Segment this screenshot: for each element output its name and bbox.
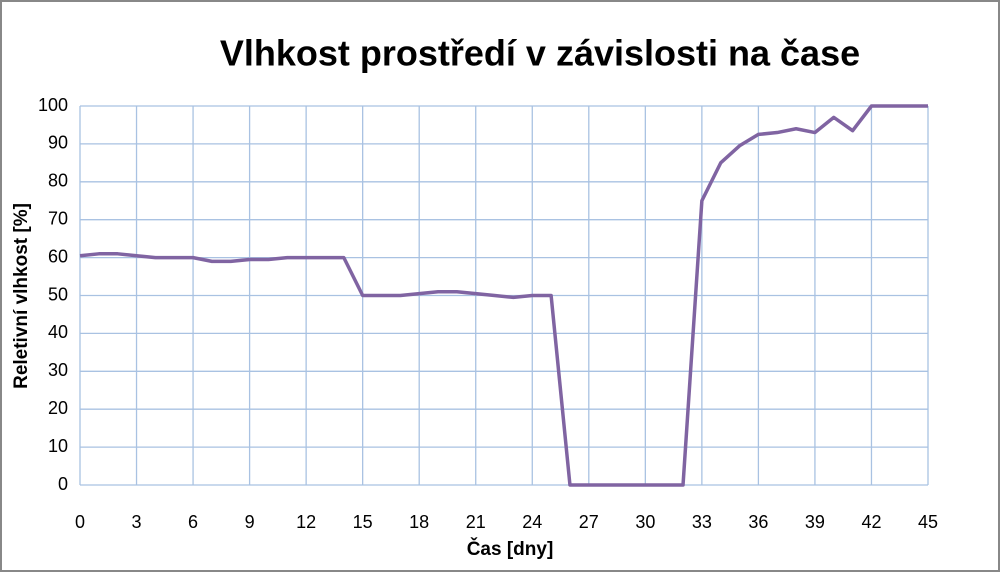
- y-tick-label: 70: [48, 208, 68, 228]
- x-tick-label: 42: [861, 512, 881, 532]
- x-tick-label: 0: [75, 512, 85, 532]
- y-tick-label: 60: [48, 246, 68, 266]
- y-tick-label: 90: [48, 133, 68, 153]
- y-tick-label: 20: [48, 398, 68, 418]
- y-tick-label: 40: [48, 322, 68, 342]
- x-tick-label: 15: [353, 512, 373, 532]
- y-tick-label: 10: [48, 436, 68, 456]
- y-tick-label: 100: [38, 95, 68, 115]
- x-tick-label: 3: [132, 512, 142, 532]
- x-tick-label: 27: [579, 512, 599, 532]
- y-axis-label: Reletivní vlhkost [%]: [11, 203, 32, 389]
- x-tick-label: 18: [409, 512, 429, 532]
- chart-title: Vlhkost prostředí v závislosti na čase: [220, 33, 860, 74]
- x-tick-label: 6: [188, 512, 198, 532]
- x-tick-label: 30: [635, 512, 655, 532]
- x-axis-label: Čas [dny]: [467, 538, 554, 560]
- x-tick-label: 45: [918, 512, 938, 532]
- y-tick-label: 30: [48, 360, 68, 380]
- x-tick-label: 9: [245, 512, 255, 532]
- data-line: [79, 104, 928, 487]
- x-tick-label: 33: [692, 512, 712, 532]
- y-tick-label: 80: [48, 171, 68, 191]
- x-tick-label: 39: [805, 512, 825, 532]
- x-tick-label: 21: [466, 512, 486, 532]
- y-tick-label: 50: [48, 284, 68, 304]
- y-tick-label: 0: [58, 474, 68, 494]
- x-tick-label: 12: [296, 512, 316, 532]
- x-tick-label: 24: [522, 512, 542, 532]
- x-tick-label: 36: [748, 512, 768, 532]
